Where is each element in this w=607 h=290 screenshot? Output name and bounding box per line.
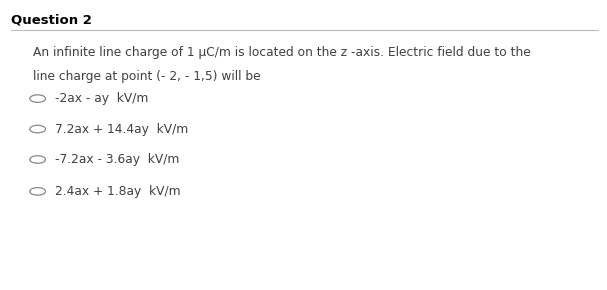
Text: An infinite line charge of 1 μC/m is located on the z -axis. Electric field due : An infinite line charge of 1 μC/m is loc… <box>33 46 531 59</box>
Text: line charge at point (- 2, - 1,5) will be: line charge at point (- 2, - 1,5) will b… <box>33 70 261 83</box>
Text: -7.2ax - 3.6ay  kV/m: -7.2ax - 3.6ay kV/m <box>55 153 179 166</box>
Text: 7.2ax + 14.4ay  kV/m: 7.2ax + 14.4ay kV/m <box>55 123 188 135</box>
Text: -2ax - ay  kV/m: -2ax - ay kV/m <box>55 92 148 105</box>
Text: 2.4ax + 1.8ay  kV/m: 2.4ax + 1.8ay kV/m <box>55 185 180 198</box>
Text: Question 2: Question 2 <box>11 13 92 26</box>
